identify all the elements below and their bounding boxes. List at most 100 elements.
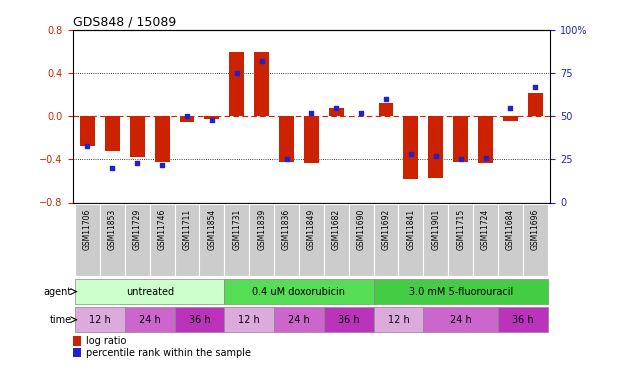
Text: GSM11901: GSM11901 <box>432 209 440 250</box>
Point <box>133 160 143 166</box>
Bar <box>528 93 543 116</box>
Text: 0.4 uM doxorubicin: 0.4 uM doxorubicin <box>252 286 345 297</box>
Bar <box>130 116 144 157</box>
Bar <box>523 204 548 276</box>
Bar <box>75 279 225 304</box>
Bar <box>100 204 125 276</box>
Bar <box>428 116 443 178</box>
Bar <box>274 307 324 332</box>
Text: 36 h: 36 h <box>189 315 210 325</box>
Point <box>356 110 366 116</box>
Bar <box>80 116 95 147</box>
Text: 12 h: 12 h <box>239 315 260 325</box>
Bar <box>349 204 374 276</box>
Point <box>281 156 292 162</box>
Text: 24 h: 24 h <box>139 315 160 325</box>
Bar <box>225 279 374 304</box>
Point <box>505 105 516 111</box>
Bar <box>225 204 249 276</box>
Point <box>456 156 466 162</box>
Bar <box>279 116 294 162</box>
Bar <box>299 204 324 276</box>
Bar <box>498 204 523 276</box>
Point <box>107 165 117 171</box>
Point <box>207 117 217 123</box>
Text: GSM11836: GSM11836 <box>282 209 291 250</box>
Bar <box>75 204 100 276</box>
Bar <box>423 204 448 276</box>
Bar <box>324 307 374 332</box>
Point <box>83 142 93 148</box>
Bar <box>73 336 81 346</box>
Bar <box>423 307 498 332</box>
Bar <box>374 279 548 304</box>
Point <box>406 151 416 157</box>
Text: 36 h: 36 h <box>512 315 534 325</box>
Bar <box>125 204 150 276</box>
Bar <box>125 307 175 332</box>
Bar <box>229 52 244 116</box>
Text: GSM11682: GSM11682 <box>332 209 341 250</box>
Point <box>331 105 341 111</box>
Text: GSM11724: GSM11724 <box>481 209 490 250</box>
Text: GSM11746: GSM11746 <box>158 209 167 250</box>
Bar <box>374 204 398 276</box>
Text: GSM11692: GSM11692 <box>382 209 391 250</box>
Text: GSM11854: GSM11854 <box>208 209 216 250</box>
Bar <box>304 116 319 163</box>
Point <box>530 84 540 90</box>
Text: GSM11706: GSM11706 <box>83 209 92 250</box>
Bar <box>249 204 274 276</box>
Point <box>182 113 192 119</box>
Text: 12 h: 12 h <box>387 315 410 325</box>
Bar <box>498 307 548 332</box>
Text: 24 h: 24 h <box>288 315 310 325</box>
Text: GSM11684: GSM11684 <box>506 209 515 250</box>
Point <box>480 154 490 160</box>
Bar <box>175 307 225 332</box>
Bar <box>75 307 125 332</box>
Bar <box>379 104 394 116</box>
Text: GSM11841: GSM11841 <box>406 209 415 250</box>
Text: 3.0 mM 5-fluorouracil: 3.0 mM 5-fluorouracil <box>408 286 513 297</box>
Point <box>257 58 267 64</box>
Point <box>431 153 441 159</box>
Text: log ratio: log ratio <box>86 336 126 346</box>
Bar <box>478 116 493 163</box>
Bar <box>225 307 274 332</box>
Bar <box>199 204 225 276</box>
Text: 12 h: 12 h <box>89 315 111 325</box>
Text: GSM11696: GSM11696 <box>531 209 540 250</box>
Bar <box>324 204 349 276</box>
Bar <box>329 108 344 116</box>
Bar <box>180 116 194 122</box>
Bar <box>254 52 269 116</box>
Bar <box>150 204 175 276</box>
Point <box>232 70 242 76</box>
Text: percentile rank within the sample: percentile rank within the sample <box>86 348 251 358</box>
Bar <box>105 116 120 151</box>
Bar <box>473 204 498 276</box>
Text: GDS848 / 15089: GDS848 / 15089 <box>73 16 176 29</box>
Point <box>306 110 316 116</box>
Text: 24 h: 24 h <box>450 315 471 325</box>
Text: agent: agent <box>44 286 72 297</box>
Text: time: time <box>50 315 72 325</box>
Text: GSM11853: GSM11853 <box>108 209 117 250</box>
Bar <box>503 116 518 121</box>
Bar <box>204 116 220 120</box>
Text: untreated: untreated <box>126 286 174 297</box>
Point <box>381 96 391 102</box>
Text: GSM11839: GSM11839 <box>257 209 266 250</box>
Bar <box>175 204 199 276</box>
Text: GSM11849: GSM11849 <box>307 209 316 250</box>
Bar <box>374 307 423 332</box>
Bar <box>403 116 418 179</box>
Point <box>157 162 167 168</box>
Bar <box>453 116 468 162</box>
Text: GSM11711: GSM11711 <box>182 209 191 250</box>
Bar <box>73 348 81 357</box>
Bar <box>274 204 299 276</box>
Text: GSM11729: GSM11729 <box>133 209 142 250</box>
Text: GSM11690: GSM11690 <box>357 209 365 250</box>
